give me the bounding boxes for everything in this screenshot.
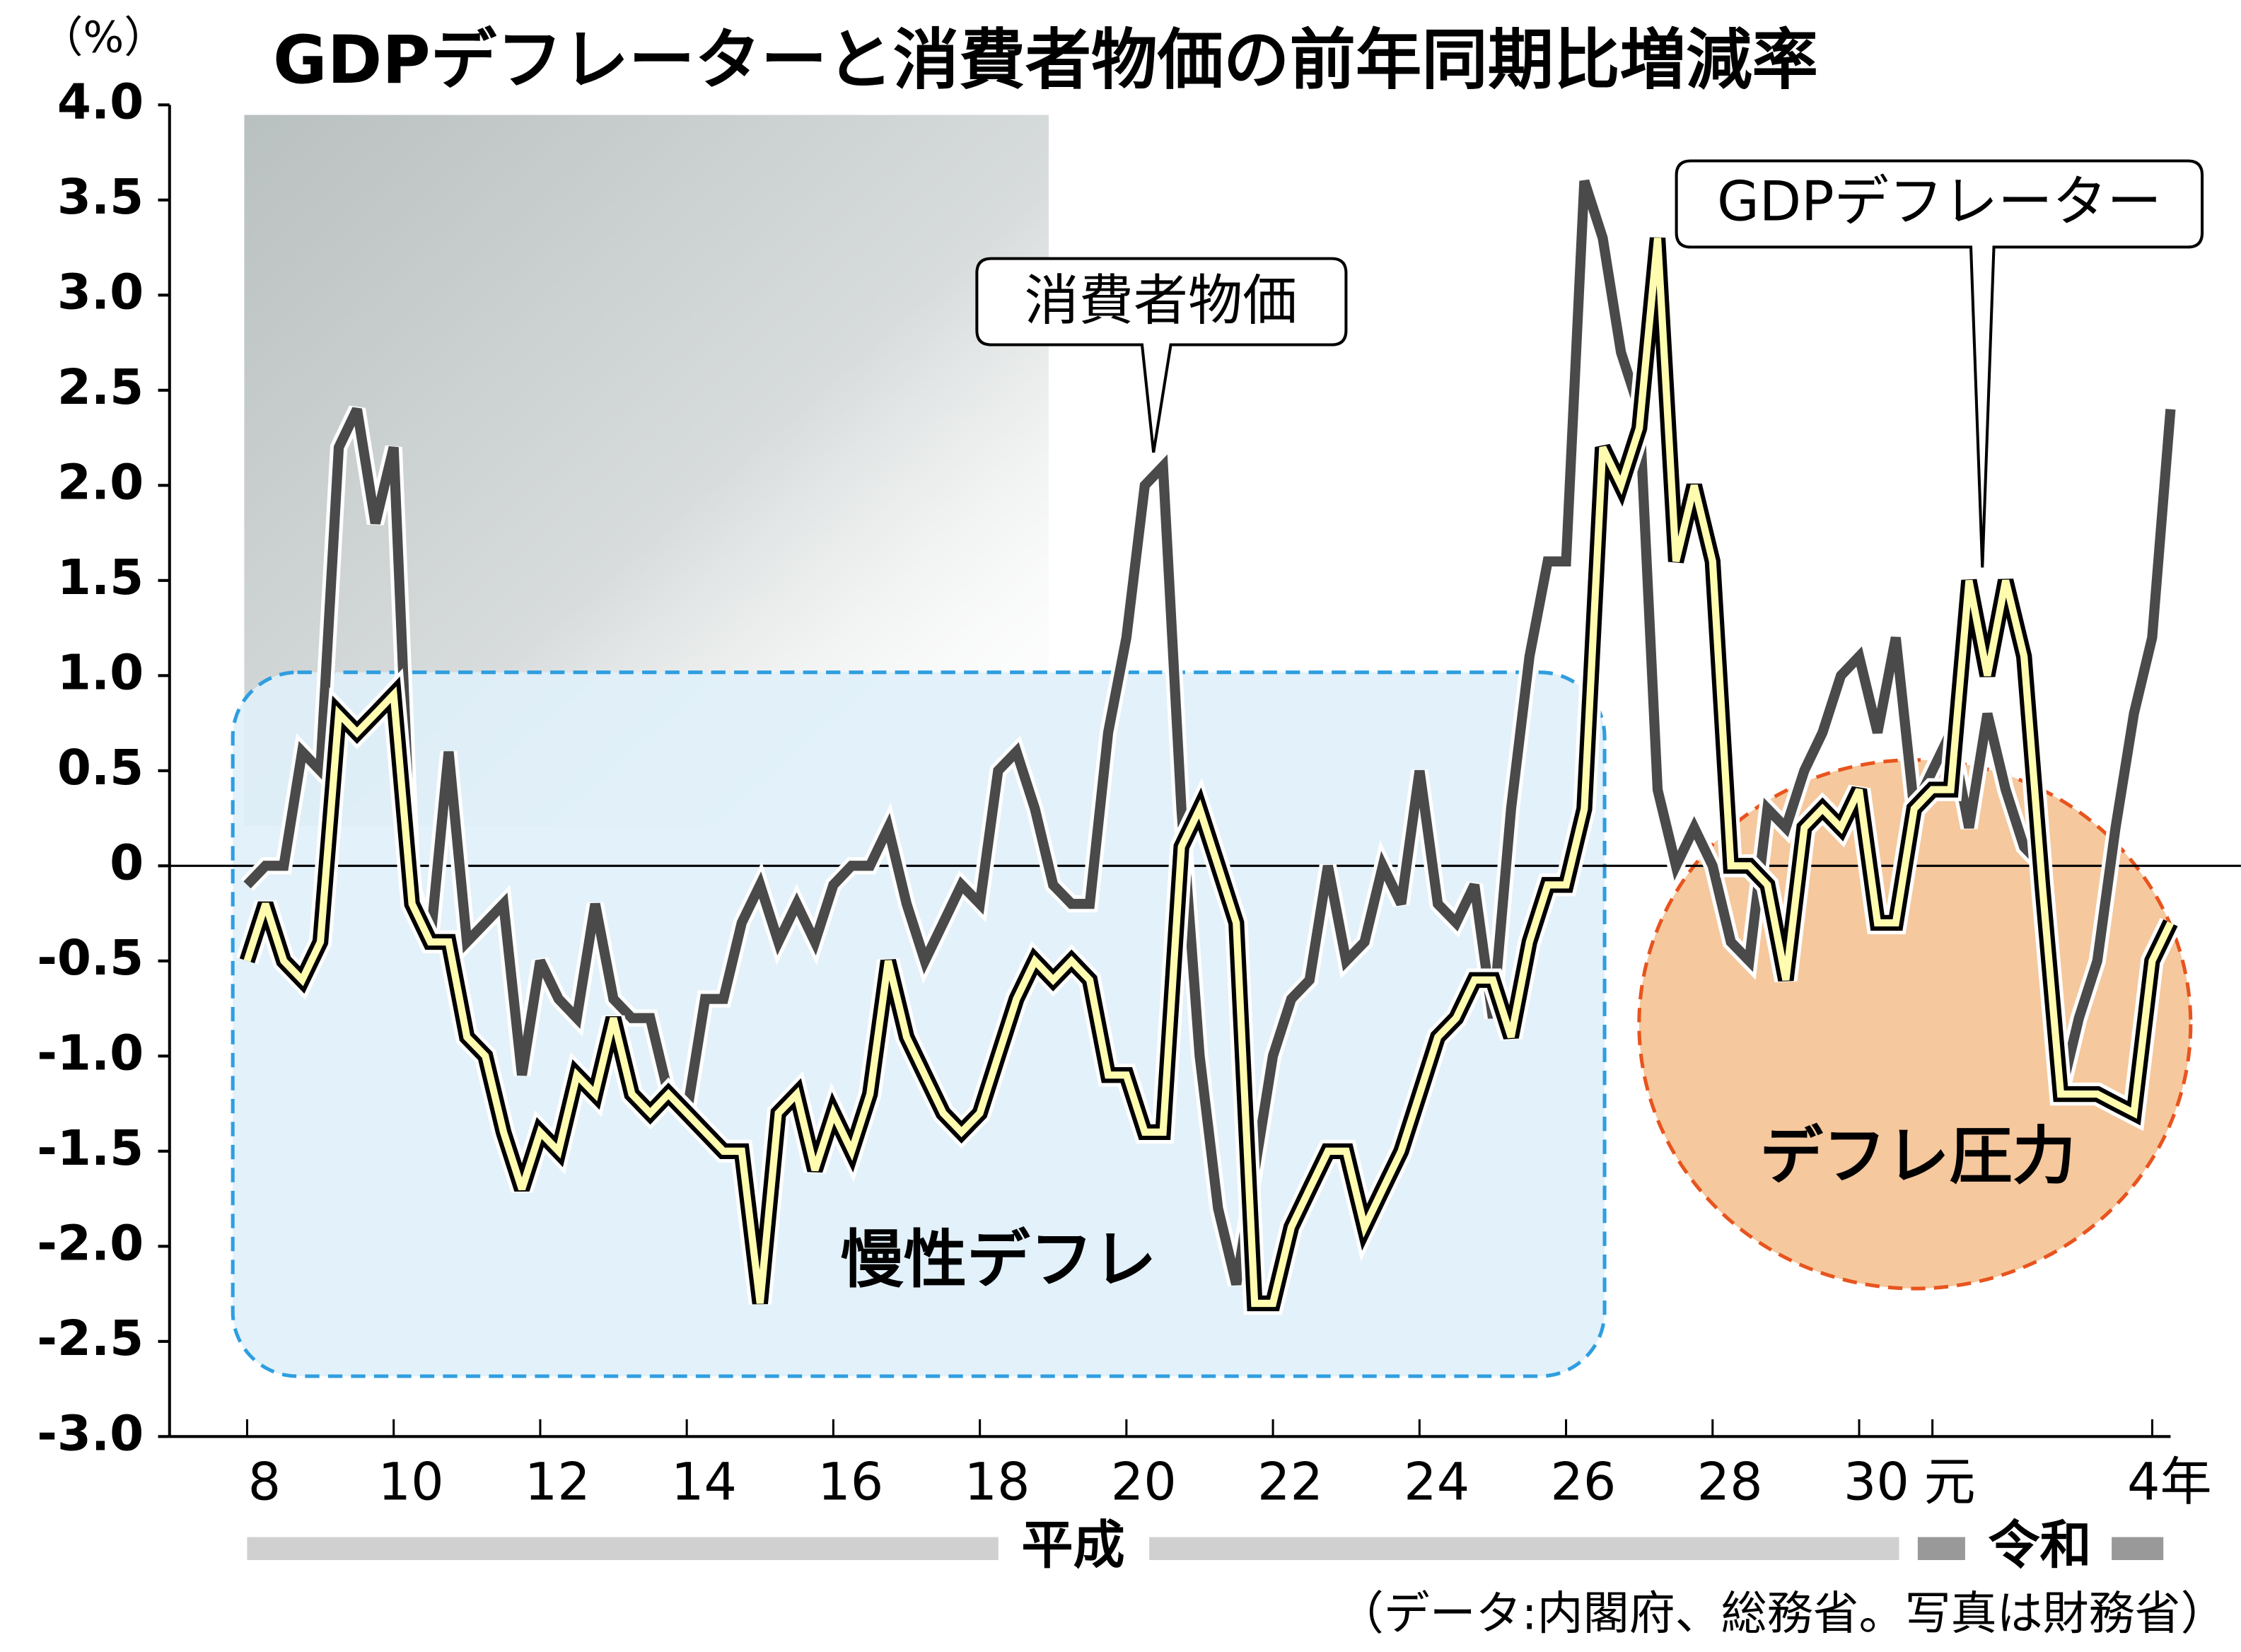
x-tick-label: 24 — [1404, 1452, 1469, 1512]
y-tick-label: -1.0 — [37, 1025, 144, 1081]
series-line — [243, 238, 2174, 1308]
x-tick-label: 4年 — [2127, 1452, 2212, 1512]
y-tick-label: -0.5 — [37, 930, 144, 987]
callout: GDPデフレーター — [1675, 159, 2204, 568]
y-tick-label: 1.0 — [57, 644, 144, 701]
era-label: 令和 — [1988, 1516, 2091, 1576]
source-note: （データ:内閣府、総務省。写真は財務省） — [1338, 1587, 2227, 1640]
x-tick-label: 26 — [1550, 1452, 1616, 1512]
y-tick-label: 2.5 — [57, 359, 144, 416]
x-tick-label: 28 — [1697, 1452, 1763, 1512]
y-tick-label: 4.0 — [57, 74, 144, 130]
y-tick-label: 0 — [110, 834, 144, 891]
plot: 4.0 3.5 3.0 2.5 2.0 1.5 1.0 0.5 0 -0.5 -1.0 -1.5 -2.… — [37, 74, 2241, 1512]
y-tick-label: -2.5 — [37, 1310, 144, 1367]
x-tick-label: 30 — [1844, 1452, 1909, 1512]
y-tick-label: 2.0 — [57, 454, 144, 511]
callout-box — [975, 257, 1348, 453]
x-tick-label: 20 — [1111, 1452, 1177, 1512]
y-tick-label: 0.5 — [57, 740, 144, 796]
x-tick-label: 22 — [1257, 1452, 1323, 1512]
x-tick-label: 16 — [817, 1452, 883, 1512]
x-tick-label: 18 — [964, 1452, 1030, 1512]
callout: 消費者物価 — [975, 257, 1348, 453]
era-bar — [2112, 1537, 2164, 1560]
legend-label: GDPデフレーター — [1717, 170, 2162, 233]
annotation: 慢性デフレ — [840, 1223, 1156, 1297]
y-tick-label: 3.5 — [57, 169, 144, 226]
callout-box — [1675, 159, 2204, 568]
y-tick-label: -2.0 — [37, 1215, 144, 1272]
legend-label: 消費者物価 — [1024, 269, 1297, 333]
x-tick-label: 10 — [378, 1452, 444, 1512]
chronic-deflation-region — [231, 670, 1607, 1378]
x-tick-label: 元 — [1923, 1452, 1975, 1512]
x-tick-label: 14 — [671, 1452, 737, 1512]
y-tick-label: 1.5 — [57, 549, 144, 606]
x-tick-label: 8 — [248, 1452, 281, 1512]
y-tick-label: -3.0 — [37, 1405, 144, 1462]
series-line — [243, 179, 2176, 1286]
era-bar — [247, 1537, 999, 1560]
chart-title: GDPデフレーターと消費者物価の前年同期比増減率 — [273, 22, 1818, 99]
y-axis-label: （%） — [40, 12, 167, 62]
era-label: 平成 — [1021, 1516, 1124, 1576]
era-bar — [1149, 1537, 1899, 1560]
era-bar — [1917, 1537, 1965, 1560]
annotation: デフレ圧力 — [1759, 1120, 2076, 1194]
x-tick-label: 12 — [525, 1452, 590, 1512]
y-tick-label: -1.5 — [37, 1120, 144, 1177]
y-tick-label: 3.0 — [57, 264, 144, 320]
